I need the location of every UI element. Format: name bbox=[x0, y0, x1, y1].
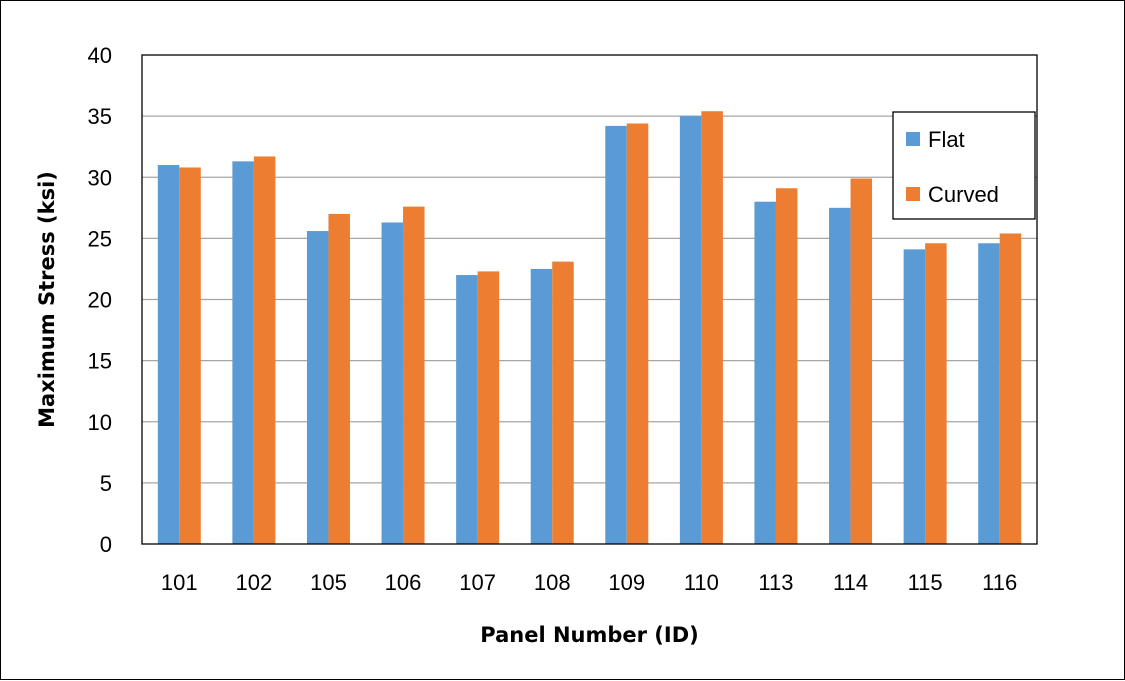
bar-curved-115 bbox=[925, 243, 947, 544]
bar-flat-106 bbox=[381, 222, 404, 545]
x-axis-title: Panel Number (ID) bbox=[480, 623, 699, 647]
bar-flat-101 bbox=[157, 165, 180, 544]
y-tick-label: 40 bbox=[88, 43, 112, 68]
bar-flat-114 bbox=[829, 207, 851, 544]
y-tick-label: 30 bbox=[88, 165, 112, 190]
legend-label-flat: Flat bbox=[928, 127, 965, 152]
x-tick-label: 102 bbox=[236, 570, 273, 595]
bar-curved-109 bbox=[626, 123, 649, 545]
x-tick-label: 105 bbox=[310, 570, 347, 595]
x-tick-label: 116 bbox=[982, 570, 1017, 595]
bar-flat-110 bbox=[679, 116, 702, 544]
bar-flat-109 bbox=[605, 125, 627, 544]
legend-box bbox=[892, 111, 1036, 220]
x-tick-label: 115 bbox=[908, 570, 943, 595]
y-tick-labels: 0 5 10 15 20 25 30 35 40 bbox=[88, 43, 112, 557]
bar-flat-115 bbox=[903, 249, 926, 544]
x-tick-labels: 101 102 105 106 107 108 109 110 113 114 115 116 bbox=[161, 570, 1017, 595]
bars bbox=[157, 111, 1022, 545]
x-tick-label: 107 bbox=[459, 570, 496, 595]
x-tick-label: 113 bbox=[758, 570, 793, 595]
bar-curved-107 bbox=[477, 271, 500, 544]
legend: Flat Curved bbox=[892, 111, 1036, 220]
plot-area-border bbox=[141, 54, 1038, 545]
bar-curved-108 bbox=[552, 261, 574, 544]
x-tick-label: 106 bbox=[385, 570, 422, 595]
bar-curved-101 bbox=[179, 167, 201, 544]
bar-flat-108 bbox=[530, 268, 553, 544]
y-tick-label: 0 bbox=[100, 532, 112, 557]
bar-curved-105 bbox=[328, 213, 350, 545]
bar-flat-102 bbox=[232, 161, 254, 545]
y-tick-label: 10 bbox=[88, 410, 112, 435]
y-tick-label: 15 bbox=[88, 349, 112, 374]
bar-curved-114 bbox=[850, 178, 873, 544]
y-tick-label: 35 bbox=[88, 104, 112, 129]
legend-label-curved: Curved bbox=[928, 182, 999, 207]
legend-swatch-flat bbox=[906, 132, 920, 146]
x-tick-label: 108 bbox=[534, 570, 571, 595]
bar-curved-102 bbox=[253, 156, 276, 544]
bar-flat-113 bbox=[754, 201, 776, 544]
bar-flat-105 bbox=[306, 231, 329, 545]
y-tick-label: 5 bbox=[100, 471, 112, 496]
x-tick-label: 114 bbox=[833, 570, 868, 595]
y-tick-label: 20 bbox=[88, 288, 112, 313]
y-axis-title: Maximum Stress (ksi) bbox=[35, 171, 59, 428]
legend-swatch-curved bbox=[906, 187, 920, 201]
x-tick-label: 109 bbox=[608, 570, 645, 595]
y-tick-label: 25 bbox=[88, 226, 112, 251]
x-tick-label: 101 bbox=[161, 570, 198, 595]
bar-curved-113 bbox=[775, 188, 798, 544]
gridlines bbox=[142, 115, 1037, 484]
bar-curved-106 bbox=[403, 206, 425, 544]
bar-curved-110 bbox=[701, 111, 723, 545]
bar-curved-116 bbox=[999, 233, 1022, 545]
x-tick-label: 110 bbox=[684, 570, 719, 595]
bar-flat-116 bbox=[978, 243, 1000, 544]
bar-flat-107 bbox=[456, 275, 478, 544]
